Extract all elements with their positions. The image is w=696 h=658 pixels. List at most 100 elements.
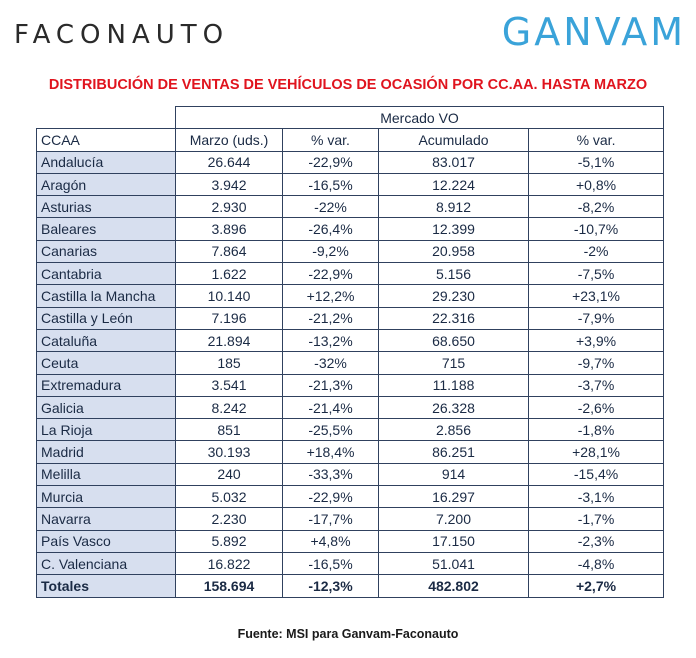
totals-var1: -12,3% bbox=[282, 574, 379, 599]
table-row: Madrid 30.193 +18,4% 86.251 +28,1% bbox=[36, 440, 665, 464]
col-header-var1: % var. bbox=[282, 128, 379, 152]
blank-corner bbox=[36, 106, 176, 130]
cell-marzo: 851 bbox=[175, 418, 283, 442]
table-row: Melilla 240 -33,3% 914 -15,4% bbox=[36, 462, 665, 487]
cell-marzo: 5.032 bbox=[175, 485, 283, 509]
cell-var1: +12,2% bbox=[282, 284, 379, 308]
cell-var1: -22,9% bbox=[282, 262, 379, 286]
sales-table: Mercado VO CCAA Marzo (uds.) % var. Acum… bbox=[36, 105, 665, 599]
cell-marzo: 3.541 bbox=[175, 373, 283, 397]
cell-var2: +3,9% bbox=[527, 328, 665, 353]
group-header-row: Mercado VO bbox=[36, 105, 665, 130]
cell-acumulado: 16.297 bbox=[378, 485, 529, 509]
cell-acumulado: 12.399 bbox=[378, 217, 529, 241]
col-header-acumulado: Acumulado bbox=[378, 128, 529, 152]
cell-var1: -26,4% bbox=[282, 217, 379, 241]
table-row: Baleares 3.896 -26,4% 12.399 -10,7% bbox=[36, 217, 665, 241]
table-row: Castilla y León 7.196 -21,2% 22.316 -7,9% bbox=[36, 306, 665, 330]
cell-var2: -5,1% bbox=[527, 150, 665, 174]
cell-ccaa: País Vasco bbox=[36, 529, 176, 553]
cell-marzo: 16.822 bbox=[175, 551, 283, 576]
cell-acumulado: 2.856 bbox=[378, 418, 529, 442]
cell-var2: -3,1% bbox=[527, 485, 665, 509]
table-row: Canarias 7.864 -9,2% 20.958 -2% bbox=[36, 239, 665, 264]
cell-ccaa: Andalucía bbox=[36, 150, 176, 174]
cell-ccaa: Navarra bbox=[36, 507, 176, 531]
cell-var2: -4,8% bbox=[527, 551, 665, 576]
cell-var2: -9,7% bbox=[527, 351, 665, 375]
cell-ccaa: Ceuta bbox=[36, 351, 176, 375]
cell-acumulado: 11.188 bbox=[378, 373, 529, 397]
cell-var1: -21,4% bbox=[282, 395, 379, 420]
col-header-marzo: Marzo (uds.) bbox=[175, 128, 283, 152]
cell-var2: +23,1% bbox=[527, 284, 665, 308]
table-row: Murcia 5.032 -22,9% 16.297 -3,1% bbox=[36, 485, 665, 509]
cell-var2: -8,2% bbox=[527, 195, 665, 219]
cell-var1: -22,9% bbox=[282, 485, 379, 509]
cell-var2: -2,3% bbox=[527, 529, 665, 553]
cell-marzo: 1.622 bbox=[175, 262, 283, 286]
table-row: Asturias 2.930 -22% 8.912 -8,2% bbox=[36, 195, 665, 219]
cell-var2: -1,8% bbox=[527, 418, 665, 442]
cell-marzo: 240 bbox=[175, 462, 283, 487]
cell-var1: -21,2% bbox=[282, 306, 379, 330]
cell-acumulado: 715 bbox=[378, 351, 529, 375]
source-note: Fuente: MSI para Ganvam-Faconauto bbox=[237, 627, 459, 641]
cell-acumulado: 7.200 bbox=[378, 507, 529, 531]
table-row: Cantabria 1.622 -22,9% 5.156 -7,5% bbox=[36, 262, 665, 286]
column-header-row: CCAA Marzo (uds.) % var. Acumulado % var… bbox=[36, 128, 665, 152]
cell-var1: -25,5% bbox=[282, 418, 379, 442]
col-header-var2: % var. bbox=[527, 128, 665, 152]
cell-var2: +28,1% bbox=[527, 440, 665, 464]
cell-var2: -2% bbox=[527, 239, 665, 264]
table-row: Extremadura 3.541 -21,3% 11.188 -3,7% bbox=[36, 373, 665, 397]
cell-var2: -7,9% bbox=[527, 306, 665, 330]
cell-var2: -10,7% bbox=[527, 217, 665, 241]
cell-ccaa: Castilla la Mancha bbox=[36, 284, 176, 308]
cell-marzo: 30.193 bbox=[175, 440, 283, 464]
table-row: Andalucía 26.644 -22,9% 83.017 -5,1% bbox=[36, 150, 665, 174]
cell-acumulado: 26.328 bbox=[378, 395, 529, 420]
cell-acumulado: 22.316 bbox=[378, 306, 529, 330]
totals-acumulado: 482.802 bbox=[378, 574, 529, 599]
cell-acumulado: 5.156 bbox=[378, 262, 529, 286]
cell-marzo: 3.896 bbox=[175, 217, 283, 241]
cell-var1: -16,5% bbox=[282, 172, 379, 197]
table-title: DISTRIBUCIÓN DE VENTAS DE VEHÍCULOS DE O… bbox=[48, 77, 648, 93]
cell-ccaa: Murcia bbox=[36, 485, 176, 509]
table-row: Galicia 8.242 -21,4% 26.328 -2,6% bbox=[36, 395, 665, 420]
table-row: Ceuta 185 -32% 715 -9,7% bbox=[36, 351, 665, 375]
cell-acumulado: 51.041 bbox=[378, 551, 529, 576]
totals-var2: +2,7% bbox=[527, 574, 665, 599]
cell-acumulado: 68.650 bbox=[378, 328, 529, 353]
cell-ccaa: Baleares bbox=[36, 217, 176, 241]
cell-var2: -3,7% bbox=[527, 373, 665, 397]
cell-marzo: 10.140 bbox=[175, 284, 283, 308]
cell-var1: +18,4% bbox=[282, 440, 379, 464]
cell-acumulado: 914 bbox=[378, 462, 529, 487]
faconauto-logo: FACONAUTO bbox=[14, 20, 230, 50]
cell-ccaa: Cantabria bbox=[36, 262, 176, 286]
cell-var1: -9,2% bbox=[282, 239, 379, 264]
table-row: La Rioja 851 -25,5% 2.856 -1,8% bbox=[36, 418, 665, 442]
table-row: Cataluña 21.894 -13,2% 68.650 +3,9% bbox=[36, 328, 665, 353]
cell-var2: -1,7% bbox=[527, 507, 665, 531]
cell-ccaa: La Rioja bbox=[36, 418, 176, 442]
cell-marzo: 7.864 bbox=[175, 239, 283, 264]
cell-marzo: 5.892 bbox=[175, 529, 283, 553]
cell-ccaa: Madrid bbox=[36, 440, 176, 464]
col-header-ccaa: CCAA bbox=[36, 128, 176, 152]
cell-marzo: 2.230 bbox=[175, 507, 283, 531]
cell-ccaa: Galicia bbox=[36, 395, 176, 420]
cell-var2: +0,8% bbox=[527, 172, 665, 197]
cell-var1: -22,9% bbox=[282, 150, 379, 174]
table-row: C. Valenciana 16.822 -16,5% 51.041 -4,8% bbox=[36, 551, 665, 576]
cell-marzo: 3.942 bbox=[175, 172, 283, 197]
cell-var2: -2,6% bbox=[527, 395, 665, 420]
cell-var1: -21,3% bbox=[282, 373, 379, 397]
cell-acumulado: 29.230 bbox=[378, 284, 529, 308]
cell-ccaa: Canarias bbox=[36, 239, 176, 264]
group-header: Mercado VO bbox=[174, 105, 665, 130]
cell-var1: -16,5% bbox=[282, 551, 379, 576]
table-row: Navarra 2.230 -17,7% 7.200 -1,7% bbox=[36, 507, 665, 531]
